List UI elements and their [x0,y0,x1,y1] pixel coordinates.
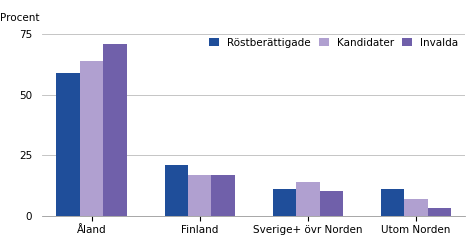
Bar [273,189,296,216]
Bar [164,165,188,216]
Bar [103,44,127,216]
Bar [57,73,80,216]
Bar [319,192,343,216]
Bar [211,174,235,216]
Bar [80,60,103,216]
Bar [188,174,211,216]
Bar [296,182,319,216]
Legend: Röstberättigade, Kandidater, Invalda: Röstberättigade, Kandidater, Invalda [205,33,463,52]
Bar [404,199,428,216]
Bar [428,208,451,216]
Text: Procent: Procent [0,13,39,23]
Bar [381,189,404,216]
